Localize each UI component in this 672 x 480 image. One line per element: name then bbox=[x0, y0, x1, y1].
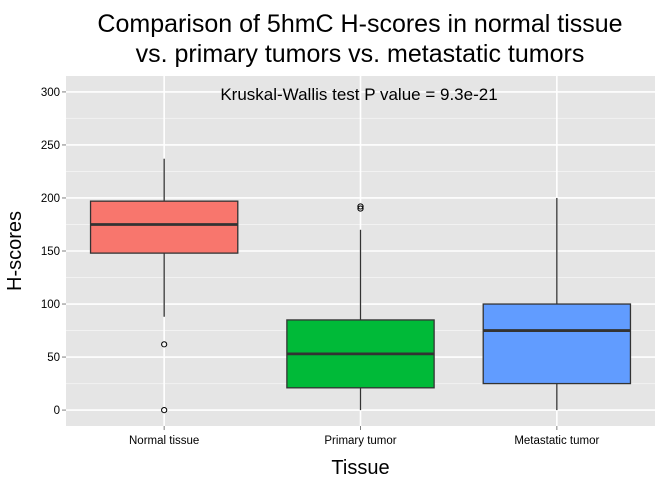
x-tick-label: Normal tissue bbox=[129, 435, 199, 447]
box-normal-tissue bbox=[89, 200, 239, 254]
y-tick-label: 0 bbox=[54, 405, 60, 417]
box-metastatic-tumor bbox=[482, 303, 632, 385]
outlier-point bbox=[161, 341, 168, 348]
y-tick-label: 150 bbox=[41, 246, 60, 258]
y-tick-label: 300 bbox=[41, 87, 60, 99]
y-tick-label: 250 bbox=[41, 140, 60, 152]
x-axis-title: Tissue bbox=[331, 457, 389, 479]
y-tick-label: 100 bbox=[41, 299, 60, 311]
outlier-point bbox=[161, 406, 168, 414]
outlier-point bbox=[357, 203, 364, 210]
x-tick-label: Primary tumor bbox=[324, 435, 396, 447]
y-tick-label: 50 bbox=[47, 352, 60, 364]
kruskal-wallis-annotation: Kruskal-Wallis test P value = 9.3e-21 bbox=[220, 85, 497, 104]
chart-title-line-2: vs. primary tumors vs. metastatic tumors bbox=[135, 40, 585, 68]
y-axis-title: H-scores bbox=[4, 211, 26, 291]
x-tick-label: Metastatic tumor bbox=[514, 435, 599, 447]
outlier-point bbox=[357, 205, 364, 212]
chart-title-line-1: Comparison of 5hmC H-scores in normal ti… bbox=[97, 10, 623, 38]
y-tick-label: 200 bbox=[41, 193, 60, 205]
